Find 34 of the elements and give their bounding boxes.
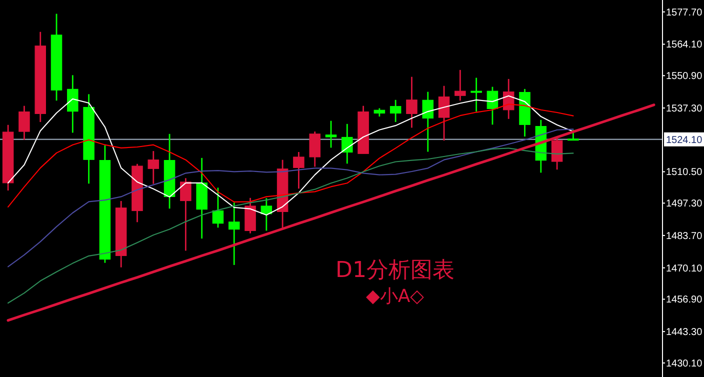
candlestick	[438, 85, 450, 142]
ref-line-label: 1524.10	[666, 134, 703, 146]
y-tick-label: 1443.30	[666, 327, 703, 338]
candlestick	[18, 105, 30, 141]
y-tick-label: 1483.70	[666, 230, 703, 242]
candlestick	[470, 77, 482, 112]
annotation: ◆小A◇	[366, 286, 424, 307]
y-tick-label: 1550.90	[666, 71, 703, 82]
y-tick-label: 1456.90	[666, 294, 703, 306]
candlestick	[568, 129, 579, 141]
candlestick	[454, 69, 466, 102]
candlestick	[293, 151, 304, 190]
candlestick	[551, 136, 563, 170]
y-tick-label: 1510.50	[666, 167, 703, 178]
y-tick-label: 1577.70	[666, 7, 703, 18]
y-tick-label: 1430.10	[666, 358, 703, 370]
y-tick-label: 1537.30	[666, 103, 703, 114]
candlestick	[212, 186, 224, 228]
candlestick	[325, 120, 337, 148]
candlestick	[309, 130, 320, 168]
y-tick-label: 1470.10	[666, 263, 703, 274]
candlestick	[390, 99, 402, 123]
candlestick	[342, 123, 353, 164]
candlestick	[260, 197, 272, 232]
candlestick	[406, 76, 418, 128]
candlestick	[228, 202, 240, 266]
candlestick	[148, 150, 160, 185]
line-series	[6, 104, 656, 322]
candlestick	[67, 74, 78, 134]
y-tick-label: 1564.10	[666, 40, 703, 51]
candlestick	[422, 91, 434, 152]
annotation: D1分析图表	[336, 258, 454, 283]
y-tick-label: 1497.30	[666, 198, 703, 210]
candlestick	[180, 177, 192, 252]
